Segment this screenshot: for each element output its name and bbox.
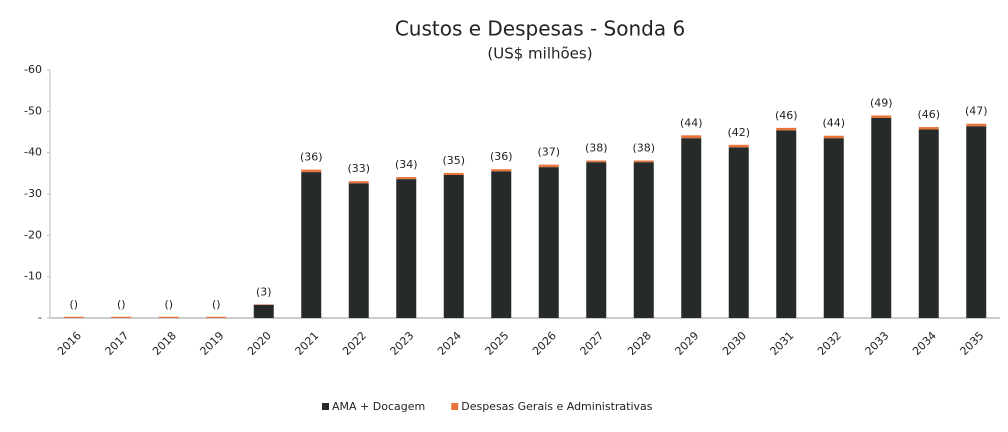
bar-segment	[681, 135, 701, 138]
bar-segment	[444, 173, 464, 175]
bar-segment	[586, 161, 606, 163]
total-label: (42)	[727, 126, 750, 139]
x-tick-label: 2026	[530, 329, 559, 358]
x-tick-label: 2024	[435, 329, 464, 358]
total-label: ()	[117, 298, 126, 311]
legend-label: AMA + Docagem	[332, 400, 425, 413]
bar-segment	[681, 138, 701, 318]
bar-segment	[539, 165, 559, 167]
total-label: ()	[212, 298, 221, 311]
y-tick-label: -50	[24, 104, 42, 117]
total-label: ()	[69, 298, 78, 311]
bar-segment	[919, 127, 939, 129]
legend-swatch	[322, 403, 329, 410]
y-tick-label: -40	[24, 146, 42, 159]
total-label: (37)	[537, 146, 560, 159]
bar-segment	[301, 172, 321, 318]
total-label: (36)	[300, 151, 323, 164]
total-label: (38)	[632, 142, 655, 155]
legend-swatch	[451, 403, 458, 410]
y-tick-label: -60	[24, 63, 42, 76]
x-tick-label: 2035	[958, 329, 987, 358]
x-tick-label: 2022	[340, 329, 369, 358]
bar-segment	[349, 183, 369, 318]
bar-segment	[254, 305, 274, 318]
bar-segment	[634, 162, 654, 318]
x-tick-label: 2017	[103, 329, 132, 358]
bar-segment	[444, 175, 464, 318]
total-label: (33)	[347, 162, 370, 175]
total-label: (47)	[965, 105, 988, 118]
x-tick-label: 2016	[55, 329, 84, 358]
x-tick-label: 2034	[910, 329, 939, 358]
x-tick-label: 2028	[625, 329, 654, 358]
total-label: (38)	[585, 142, 608, 155]
bar-segment	[491, 171, 511, 318]
bar-segment	[729, 145, 749, 147]
bar-segment	[301, 170, 321, 172]
bar-segment	[729, 147, 749, 318]
total-label: (35)	[442, 154, 465, 167]
x-tick-label: 2019	[198, 329, 227, 358]
bar-segment	[396, 177, 416, 179]
bar-segment	[966, 124, 986, 126]
bar-segment	[966, 126, 986, 318]
legend-label: Despesas Gerais e Administrativas	[461, 400, 653, 413]
chart-title: Custos e Despesas - Sonda 6	[395, 17, 685, 41]
bar-segment	[111, 317, 131, 318]
x-tick-label: 2029	[673, 329, 702, 358]
bar-segment	[349, 181, 369, 183]
total-label: ()	[164, 298, 173, 311]
bar-segment	[159, 317, 179, 318]
total-label: (3)	[256, 285, 272, 298]
bar-segment	[206, 317, 226, 318]
bar-segment	[824, 136, 844, 138]
x-tick-label: 2021	[293, 329, 322, 358]
bar-segment	[776, 130, 796, 318]
total-label: (44)	[822, 117, 845, 130]
bar-segment	[634, 161, 654, 163]
bar-segment	[539, 167, 559, 318]
total-label: (46)	[775, 109, 798, 122]
total-label: (36)	[490, 150, 513, 163]
bar-segment	[776, 128, 796, 130]
y-tick-label: -	[38, 311, 42, 324]
x-tick-label: 2023	[388, 329, 417, 358]
bar-segment	[586, 162, 606, 318]
total-label: (46)	[917, 108, 940, 121]
bar-segment	[396, 179, 416, 318]
total-label: (34)	[395, 158, 418, 171]
bar-segment	[919, 130, 939, 318]
bar-segment	[491, 169, 511, 171]
bar-segment	[871, 118, 891, 318]
bar-segment	[824, 138, 844, 318]
x-tick-label: 2018	[150, 329, 179, 358]
x-tick-label: 2025	[483, 329, 512, 358]
total-label: (44)	[680, 116, 703, 129]
x-tick-label: 2033	[863, 329, 892, 358]
y-tick-label: -30	[24, 187, 42, 200]
y-tick-label: -20	[24, 228, 42, 241]
x-tick-label: 2030	[720, 329, 749, 358]
y-tick-label: -10	[24, 270, 42, 283]
bar-segment	[64, 317, 84, 318]
bar-segment	[871, 115, 891, 117]
x-tick-label: 2031	[768, 329, 797, 358]
x-tick-label: 2020	[245, 329, 274, 358]
x-tick-label: 2032	[815, 329, 844, 358]
x-tick-label: 2027	[578, 329, 607, 358]
chart-subtitle: (US$ milhões)	[487, 45, 592, 63]
total-label: (49)	[870, 96, 893, 109]
